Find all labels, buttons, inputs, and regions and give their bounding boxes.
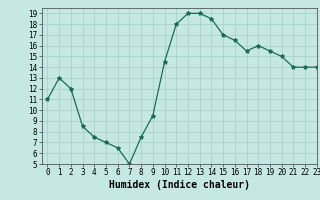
X-axis label: Humidex (Indice chaleur): Humidex (Indice chaleur) xyxy=(109,180,250,190)
